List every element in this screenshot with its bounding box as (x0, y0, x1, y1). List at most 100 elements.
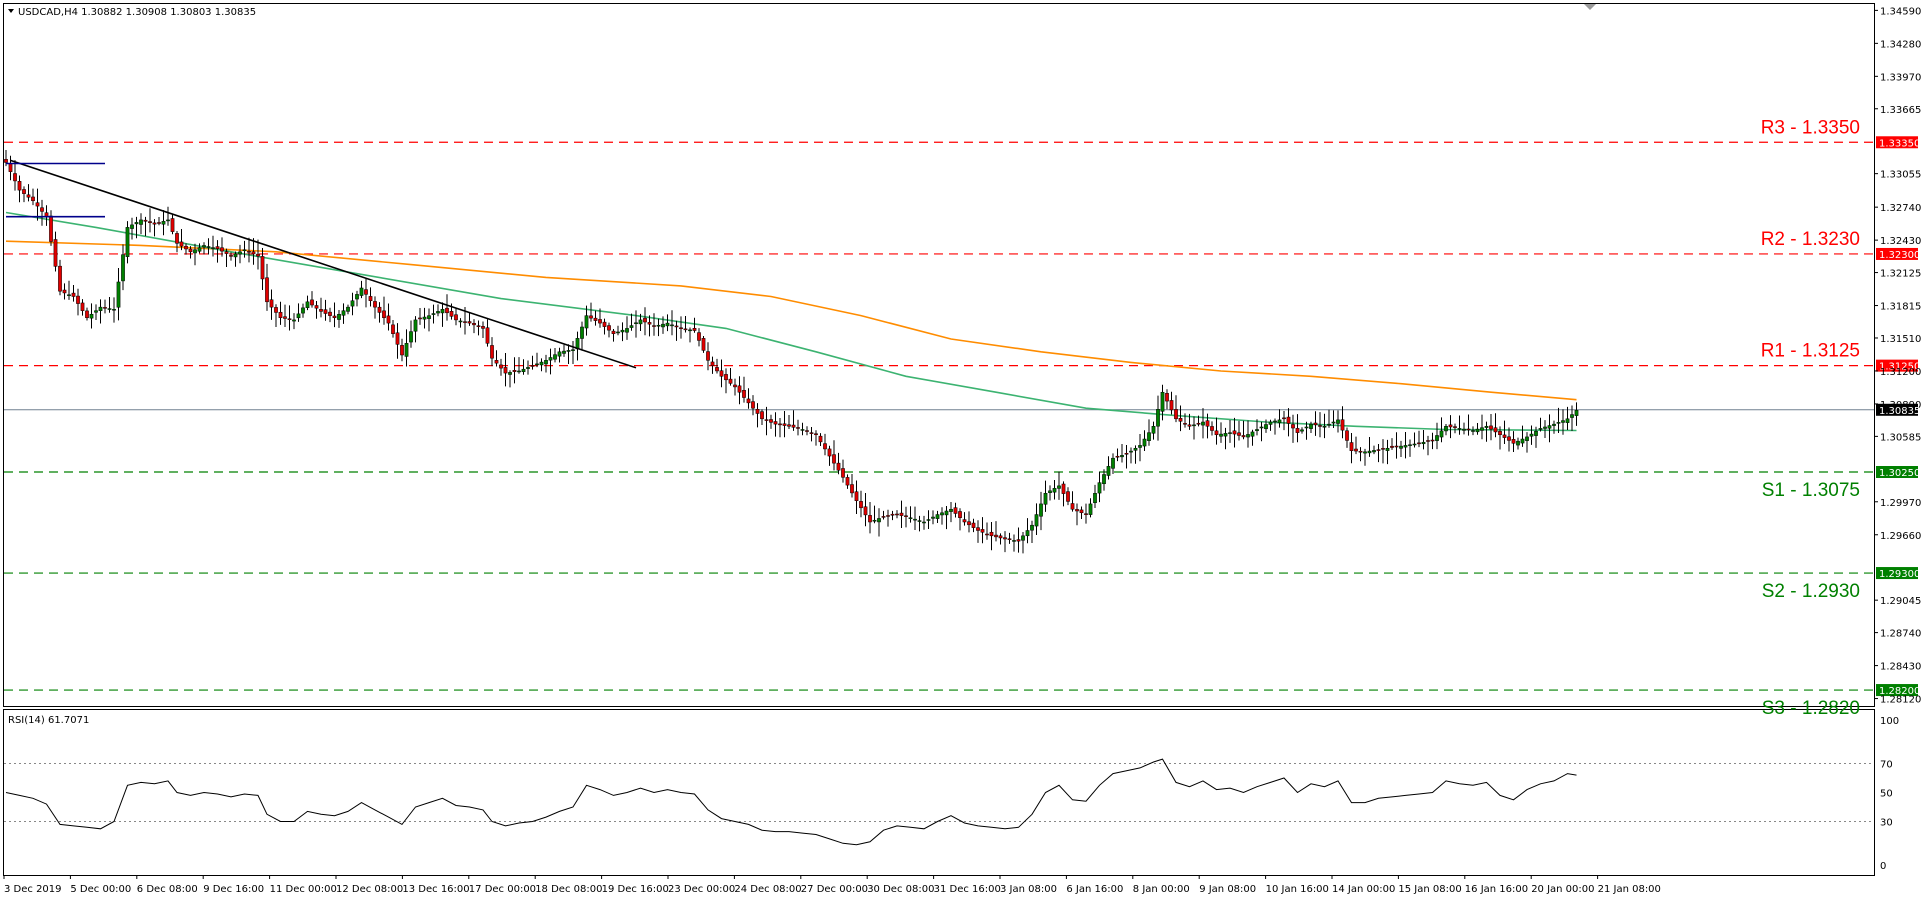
candle-body (377, 306, 382, 313)
candle-body (1007, 538, 1012, 540)
candle-body (458, 320, 463, 323)
candle-body (233, 253, 238, 258)
candle-body (1358, 450, 1363, 453)
candle-body (854, 491, 859, 501)
candle-body (1345, 430, 1349, 441)
scroll-marker-icon[interactable] (1584, 4, 1596, 10)
candle-body (1520, 438, 1525, 444)
candle-body (832, 454, 836, 464)
candle-body (1003, 537, 1007, 540)
candle-body (949, 508, 953, 512)
candle-body (1151, 426, 1156, 434)
candle-body (89, 313, 94, 319)
drawn-lines (6, 159, 637, 369)
candle-body (1547, 425, 1552, 429)
candle-body (845, 477, 850, 486)
candle-body (1313, 422, 1318, 426)
candle-body (26, 194, 31, 198)
candle-body (467, 321, 472, 324)
candle-body (773, 421, 778, 425)
candle-body (1241, 435, 1246, 438)
candle-body (98, 306, 103, 311)
candle-body (1381, 448, 1385, 450)
candle-body (1250, 431, 1255, 437)
x-tick-label: 6 Jan 16:00 (1066, 884, 1123, 895)
candle-body (512, 370, 517, 372)
candle-body (800, 429, 805, 431)
candle-body (638, 319, 643, 325)
candle-body (476, 325, 481, 327)
trendline (10, 159, 637, 369)
candle-body (1390, 445, 1394, 448)
candle-body (1304, 426, 1309, 429)
candle-body (1394, 445, 1399, 448)
x-tick-label: 5 Dec 00:00 (70, 884, 131, 895)
candle-body (742, 389, 746, 398)
candle-body (395, 332, 400, 345)
candle-body (706, 351, 710, 361)
candle-body (1286, 416, 1291, 424)
price-panel-frame (3, 3, 1875, 707)
candle-body (1066, 491, 1070, 502)
candle-body (400, 345, 404, 356)
candle-body (1507, 436, 1511, 441)
candle-body (809, 432, 814, 434)
candle-body (296, 313, 301, 319)
rsi-info: RSI(14) 61.7071 (8, 715, 89, 726)
candle-body (994, 534, 998, 538)
x-tick-label: 11 Dec 00:00 (270, 884, 337, 895)
level-tag-2 (1876, 359, 1918, 372)
candle-body (1516, 440, 1520, 446)
candle-body (1268, 421, 1273, 425)
candle-body (1511, 439, 1516, 444)
candle-body (1525, 436, 1529, 441)
candle-body (724, 374, 728, 381)
candle-body (881, 516, 886, 518)
candle-body (220, 247, 224, 252)
candle-body (1129, 450, 1133, 453)
candle-body (841, 468, 845, 478)
candle-body (1183, 423, 1187, 425)
candle-body (305, 301, 310, 308)
current-price-badge (1876, 403, 1918, 416)
candle-body (805, 430, 809, 432)
candle-body (508, 372, 512, 375)
candle-body (1435, 435, 1439, 441)
candle-body (998, 535, 1003, 539)
candle-body (341, 310, 346, 316)
candle-body (1349, 442, 1354, 451)
candle-body (944, 510, 949, 516)
dropdown-triangle-icon[interactable] (8, 9, 14, 13)
candle-body (1273, 420, 1277, 423)
candle-body (1529, 433, 1534, 437)
candle-body (13, 173, 17, 182)
level-tag-text-1: 1.32300 (1879, 250, 1920, 261)
candle-body (818, 435, 823, 443)
x-tick-label: 3 Jan 08:00 (1000, 884, 1057, 895)
x-tick-label: 3 Dec 2019 (4, 884, 62, 895)
candle-body (1142, 438, 1147, 447)
candle-body (1430, 439, 1435, 442)
candle-body (1102, 474, 1106, 485)
candle-body (53, 239, 58, 267)
candle-body (4, 159, 8, 163)
candle-body (584, 315, 589, 329)
candle-body (355, 294, 359, 300)
rsi-tick-label: 50 (1880, 789, 1893, 800)
candle-body (548, 357, 553, 361)
candle-body (728, 378, 733, 384)
candle-body (719, 370, 724, 377)
level-label-1: R2 - 1.3230 (1761, 229, 1860, 250)
candle-body (1156, 408, 1160, 427)
candle-body (1120, 455, 1124, 458)
candle-body (913, 518, 917, 521)
candle-body (485, 327, 490, 344)
candle-body (1021, 535, 1025, 541)
candle-body (782, 423, 787, 426)
candle-body (989, 531, 994, 537)
y-tick-label: 1.34590 (1880, 6, 1921, 17)
candle-body (278, 311, 283, 319)
candle-body (71, 292, 76, 297)
y-tick-label: 1.29660 (1880, 531, 1921, 542)
